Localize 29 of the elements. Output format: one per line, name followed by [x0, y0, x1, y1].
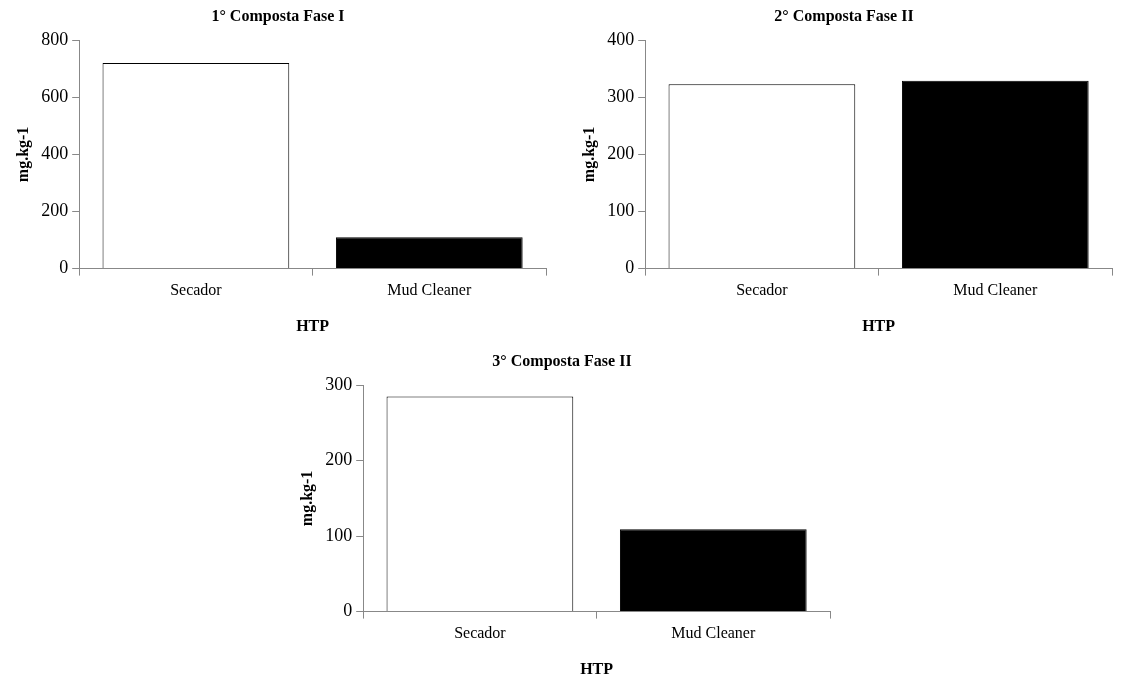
y-tick-label: 200	[41, 200, 69, 221]
y-axis-title: mg.kg-1	[579, 126, 598, 183]
x-tick-label: Mud Cleaner	[387, 281, 472, 299]
y-tick-label: 200	[325, 449, 353, 470]
x-axis-title: HTP	[580, 659, 614, 677]
x-tick-label: Secador	[454, 624, 507, 642]
chart-title: 1° Composta Fase I	[211, 6, 345, 25]
chart-title: 2° Composta Fase II	[774, 6, 914, 25]
y-tick-label: 300	[325, 373, 353, 394]
y-tick-label: 800	[41, 28, 69, 49]
y-tick-label: 100	[325, 524, 353, 545]
y-tick-label: 0	[343, 600, 353, 621]
y-tick-label: 600	[41, 86, 69, 107]
x-tick-label: Secador	[170, 281, 223, 299]
y-tick-label: 400	[607, 28, 635, 49]
y-tick-label: 0	[59, 257, 69, 278]
y-axis-title: mg.kg-1	[297, 470, 316, 527]
chart-title: 3° Composta Fase II	[492, 351, 632, 370]
y-axis-title: mg.kg-1	[13, 126, 32, 183]
y-tick-label: 200	[607, 143, 635, 164]
y-tick-label: 400	[41, 143, 69, 164]
y-tick-label: 100	[607, 200, 635, 221]
x-axis-title: HTP	[862, 316, 896, 334]
x-tick-label: Mud Cleaner	[671, 624, 756, 642]
x-axis-title: HTP	[296, 316, 330, 334]
y-tick-label: 300	[607, 86, 635, 107]
x-tick-label: Secador	[736, 281, 789, 299]
x-tick-label: Mud Cleaner	[953, 281, 1038, 299]
y-tick-label: 0	[625, 257, 635, 278]
